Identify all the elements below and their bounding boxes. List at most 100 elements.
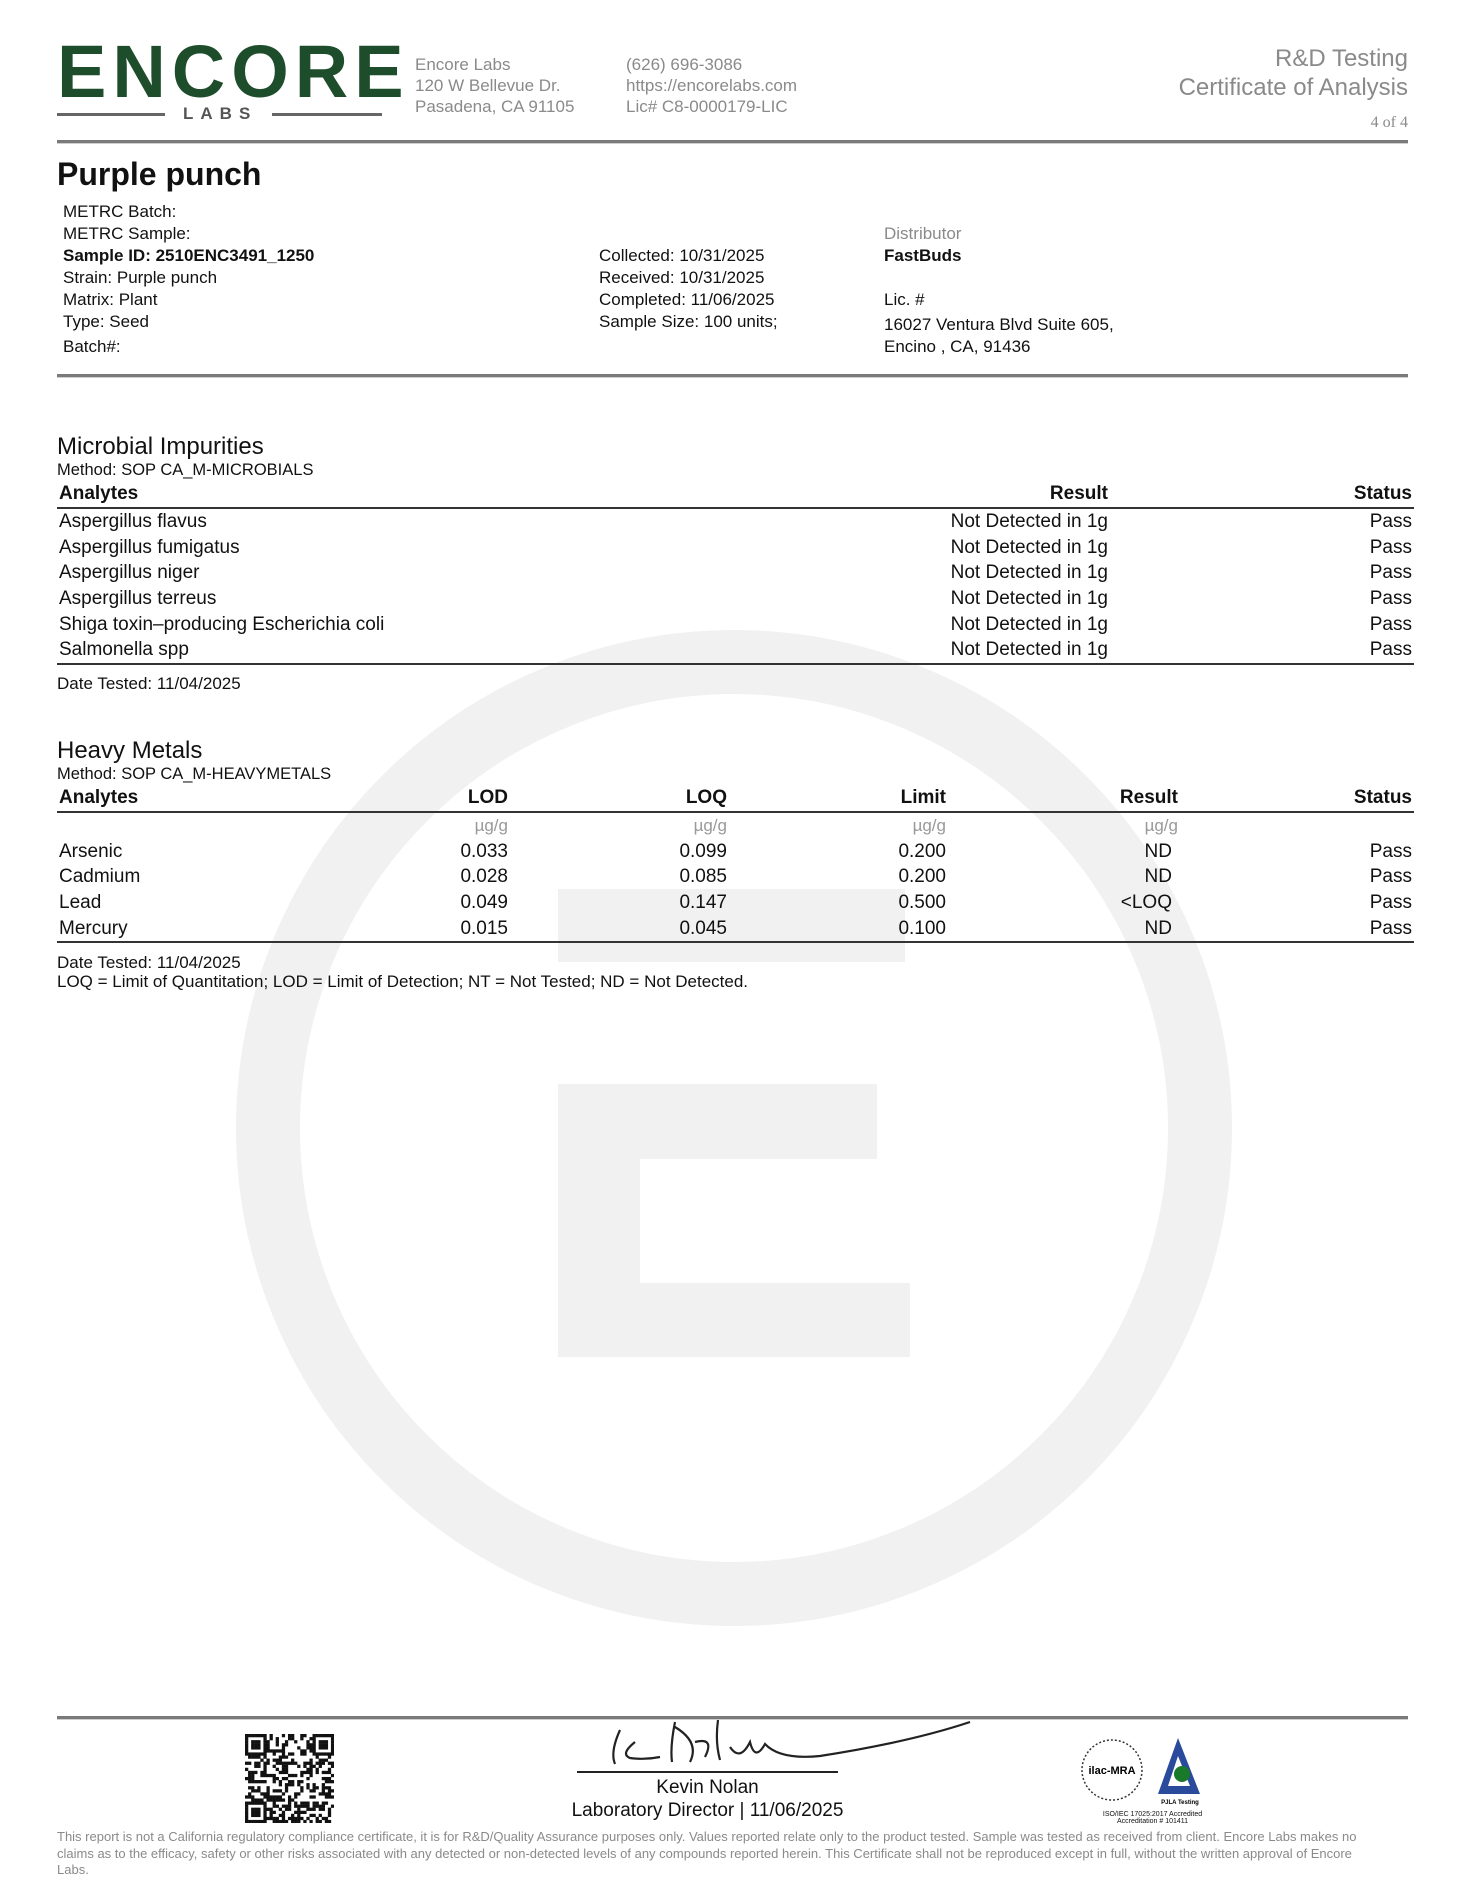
strain: Strain: Purple punch xyxy=(63,268,218,287)
analyte-name: Salmonella spp xyxy=(57,637,506,666)
table-row: Aspergillus terreus Not Detected in 1g Pas… xyxy=(57,586,1414,612)
lod-value: 0.028 xyxy=(460,866,508,888)
lab-contact-info: (626) 696-3086 https://encorelabs.com Li… xyxy=(626,54,797,117)
sample-info-col1: METRC Batch: METRC Sample: Sample ID: 25… xyxy=(63,201,314,358)
status-value: Pass xyxy=(1110,637,1414,666)
col-status: Status xyxy=(1110,481,1414,509)
table-row: Aspergillus niger Not Detected in 1g Pass xyxy=(57,560,1414,586)
qr-code-icon[interactable] xyxy=(245,1734,334,1823)
status-value: Pass xyxy=(1369,587,1412,609)
metrc-batch: METRC Batch: xyxy=(63,202,177,221)
result-value: Not Detected in 1g xyxy=(950,613,1108,635)
distributor-license: Lic. # xyxy=(884,290,925,309)
analyte-name: Aspergillus fumigatus xyxy=(59,536,240,558)
table-row: Salmonella spp Not Detected in 1g Pass xyxy=(57,637,1414,666)
status-value: Pass xyxy=(1369,536,1412,558)
doc-type: R&D Testing xyxy=(1275,45,1408,72)
status-value: Pass xyxy=(1369,840,1412,862)
metals-date-tested: Date Tested: 11/04/2025 xyxy=(57,953,241,972)
signer-title: Laboratory Director | 11/06/2025 xyxy=(571,1800,844,1821)
table-row: Mercury 0.015 0.045 0.100 ND Pass xyxy=(57,915,1414,944)
sample-title: Purple punch xyxy=(57,156,262,192)
type: Type: Seed xyxy=(63,312,150,331)
sample-id: Sample ID: 2510ENC3491_1250 xyxy=(63,246,315,265)
status-value: Pass xyxy=(1369,891,1412,913)
unit-label xyxy=(57,812,296,839)
metrc-sample: METRC Sample: xyxy=(63,224,191,243)
loq-value: 0.147 xyxy=(679,891,727,913)
loq-value: 0.085 xyxy=(679,866,727,888)
accreditation-text2: Accreditation # 101411 xyxy=(1116,1818,1189,1825)
table-row: Arsenic 0.033 0.099 0.200 ND Pass xyxy=(57,839,1414,865)
lab-address1: 120 W Bellevue Dr. xyxy=(415,76,561,95)
result-value: Not Detected in 1g xyxy=(950,510,1108,532)
units-row: µg/g µg/g µg/g µg/g xyxy=(57,812,1414,839)
microbial-method: Method: SOP CA_M-MICROBIALS xyxy=(57,461,314,479)
lab-contact-address: Encore Labs 120 W Bellevue Dr. Pasadena,… xyxy=(415,54,574,117)
status-value: Pass xyxy=(1369,866,1412,888)
table-row: Aspergillus flavus Not Detected in 1g Pass xyxy=(57,508,1414,535)
table-row: Shiga toxin–producing Escherichia coli No… xyxy=(57,612,1414,638)
lab-website[interactable]: https://encorelabs.com xyxy=(626,76,798,95)
logo-sub: LABS xyxy=(183,104,258,123)
completed-date: Completed: 11/06/2025 xyxy=(599,290,775,309)
ilac-label: ilac-MRA xyxy=(1088,1765,1135,1777)
matrix: Matrix: Plant xyxy=(63,290,158,309)
analyte-name: Arsenic xyxy=(59,840,123,862)
pjla-label: PJLA Testing xyxy=(1161,1800,1199,1806)
analyte-name: Aspergillus niger xyxy=(59,562,200,584)
microbial-title: Microbial Impurities xyxy=(57,433,264,460)
lab-license: Lic# C8-0000179-LIC xyxy=(626,97,788,116)
limit-value: 0.200 xyxy=(898,866,946,888)
result-value: ND xyxy=(1144,866,1172,888)
loq-value: 0.099 xyxy=(679,840,727,862)
unit-label: µg/g xyxy=(474,815,508,835)
lab-address2: Pasadena, CA 91105 xyxy=(415,97,575,116)
limit-value: 0.200 xyxy=(898,840,946,862)
col-result: Result xyxy=(506,481,1110,509)
col-analytes: Analytes xyxy=(57,785,296,813)
status-value: Pass xyxy=(1369,613,1412,635)
signature-image xyxy=(612,1719,971,1765)
analyte-name: Lead xyxy=(59,891,102,913)
lod-value: 0.033 xyxy=(460,840,508,862)
col-analytes: Analytes xyxy=(57,481,506,509)
table-row: Aspergillus fumigatus Not Detected in 1g P… xyxy=(57,535,1414,561)
analyte-name: Mercury xyxy=(57,915,296,944)
unit-label: µg/g xyxy=(912,815,946,835)
analyte-name: Shiga toxin–producing Escherichia coli xyxy=(59,613,385,635)
status-value: Pass xyxy=(1369,510,1412,532)
lod-value: 0.015 xyxy=(296,915,510,944)
lod-value: 0.049 xyxy=(460,891,508,913)
sample-info-col2: Collected: 10/31/2025 Received: 10/31/20… xyxy=(599,245,778,333)
lab-phone: (626) 696-3086 xyxy=(626,55,743,74)
result-value: Not Detected in 1g xyxy=(950,587,1108,609)
status-value: Pass xyxy=(1369,562,1412,584)
header-divider xyxy=(57,140,1408,144)
distributor-address1: 16027 Ventura Blvd Suite 605, xyxy=(884,315,1114,334)
ilac-pjla-logo-icon: ilac-MRA PJLA Testing xyxy=(1081,1738,1200,1806)
unit-label xyxy=(1180,812,1414,839)
metals-method: Method: SOP CA_M-HEAVYMETALS xyxy=(57,765,332,783)
distributor-info: Distributor FastBuds Lic. # 16027 Ventur… xyxy=(884,223,1114,358)
metals-title: Heavy Metals xyxy=(57,737,203,764)
collected-date: Collected: 10/31/2025 xyxy=(599,246,765,265)
col-status: Status xyxy=(1180,785,1414,813)
col-result: Result xyxy=(948,785,1180,813)
table-row: Cadmium 0.028 0.085 0.200 ND Pass xyxy=(57,864,1414,890)
accreditation-text1: ISO/IEC 17025:2017 Accredited xyxy=(1102,1811,1203,1818)
result-value: Not Detected in 1g xyxy=(950,562,1108,584)
signer-block: Kevin Nolan Laboratory Director | 11/06/… xyxy=(500,1776,915,1822)
batch: Batch#: xyxy=(63,337,121,356)
disclaimer: This report is not a California regulato… xyxy=(57,1829,1357,1877)
distributor-label: Distributor xyxy=(884,224,962,243)
footer-divider xyxy=(57,1716,1408,1720)
result-value: Not Detected in 1g xyxy=(506,637,1110,666)
distributor-name: FastBuds xyxy=(884,246,962,265)
analyte-name: Aspergillus terreus xyxy=(59,587,217,609)
analyte-name: Cadmium xyxy=(59,866,141,888)
abbreviation-legend: LOQ = Limit of Quantitation; LOD = Limit… xyxy=(57,972,749,991)
microbial-date-tested: Date Tested: 11/04/2025 xyxy=(57,674,241,693)
result-value: ND xyxy=(948,915,1180,944)
limit-value: 0.500 xyxy=(898,891,946,913)
